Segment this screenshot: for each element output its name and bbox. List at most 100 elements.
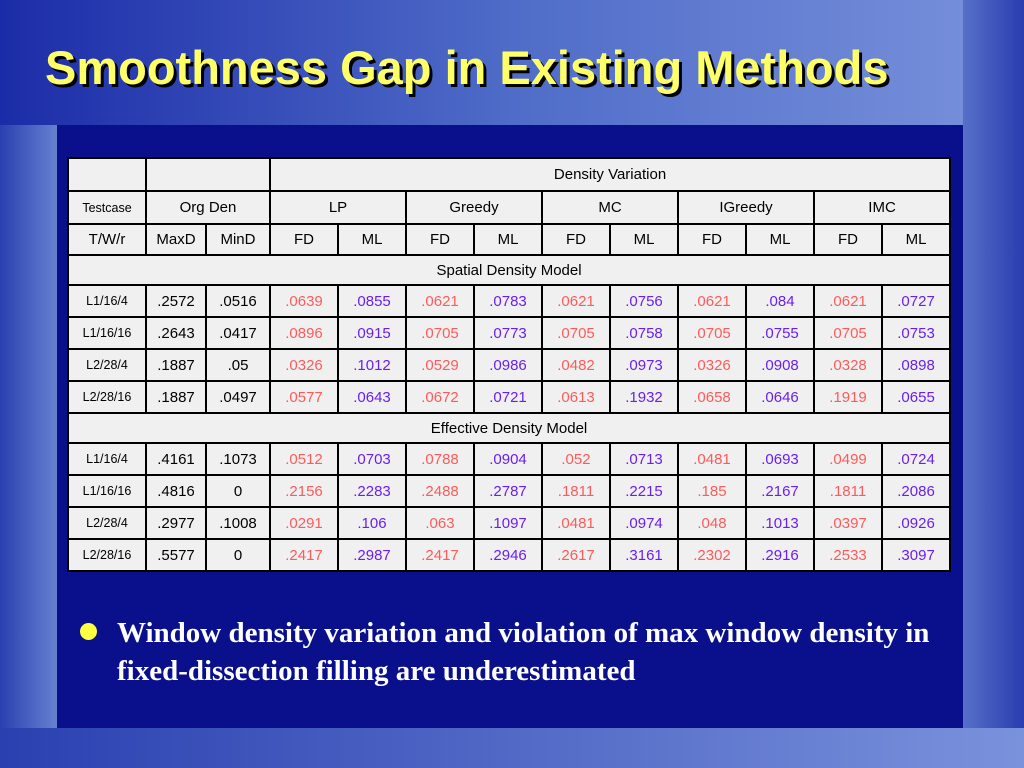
- table-cell: .5577: [145, 538, 207, 572]
- ml-cell: .1013: [745, 506, 815, 540]
- testcase-cell: L1/16/4: [67, 284, 147, 318]
- right-band: [963, 0, 1024, 768]
- fd-cell: .052: [541, 442, 611, 476]
- table-row: L2/28/16.5577 0.2417.2987.2417.2946.2617.…: [67, 538, 952, 572]
- ml-cell: .2787: [473, 474, 543, 508]
- ml-cell: .0773: [473, 316, 543, 350]
- sub-header: FD: [541, 223, 611, 256]
- ml-cell: .1012: [337, 348, 407, 382]
- fd-cell: .0705: [405, 316, 475, 350]
- method-header: IMC: [812, 190, 952, 225]
- testcase-cell: L2/28/16: [67, 538, 147, 572]
- left-band: [0, 125, 57, 768]
- column-header: Org Den: [145, 190, 271, 225]
- column-header: MaxD: [145, 223, 207, 256]
- table-cell: .1887: [145, 348, 207, 382]
- ml-cell: .0973: [609, 348, 679, 382]
- table-row: Testcase Org Den LP Greedy MC IGreedy IMC: [67, 190, 952, 225]
- ml-cell: .0755: [745, 316, 815, 350]
- table-cell: .4161: [145, 442, 207, 476]
- ml-cell: .2283: [337, 474, 407, 508]
- empty-cell: [67, 157, 147, 192]
- fd-cell: .0788: [405, 442, 475, 476]
- ml-cell: .0753: [880, 316, 952, 350]
- table-cell: .4816: [145, 474, 207, 508]
- fd-cell: .2156: [269, 474, 339, 508]
- ml-cell: .0855: [337, 284, 407, 318]
- table-cell: .0516: [205, 284, 271, 318]
- ml-cell: .1097: [473, 506, 543, 540]
- fd-cell: .2533: [813, 538, 883, 572]
- sub-header: FD: [269, 223, 339, 256]
- ml-cell: .0908: [745, 348, 815, 382]
- ml-cell: .0898: [880, 348, 952, 382]
- fd-cell: .0896: [269, 316, 339, 350]
- fd-cell: .0621: [541, 284, 611, 318]
- table-cell: .1008: [205, 506, 271, 540]
- ml-cell: .0724: [880, 442, 952, 476]
- testcase-cell: L1/16/16: [67, 474, 147, 508]
- table-cell: .2572: [145, 284, 207, 318]
- section-header: Effective Density Model: [66, 412, 952, 444]
- table-cell: 0: [205, 538, 271, 572]
- sub-header: FD: [813, 223, 883, 256]
- ml-cell: .106: [337, 506, 407, 540]
- method-header: Greedy: [405, 190, 543, 225]
- fd-cell: .0397: [813, 506, 883, 540]
- table-row: Density Variation: [67, 157, 952, 192]
- table-row: L2/28/4.1887.05.0326.1012.0529.0986.0482…: [67, 348, 952, 382]
- ml-cell: .0643: [337, 380, 407, 414]
- ml-cell: .0703: [337, 442, 407, 476]
- bullet-dot: [80, 623, 97, 640]
- empty-cell: [145, 157, 271, 192]
- fd-cell: .1811: [813, 474, 883, 508]
- ml-cell: .0986: [473, 348, 543, 382]
- ml-cell: .0904: [473, 442, 543, 476]
- fd-cell: .0326: [269, 348, 339, 382]
- column-header: Testcase: [67, 190, 147, 225]
- method-header: LP: [269, 190, 407, 225]
- ml-cell: .2916: [745, 538, 815, 572]
- fd-cell: .0639: [269, 284, 339, 318]
- table-cell: .2977: [145, 506, 207, 540]
- fd-cell: .0481: [541, 506, 611, 540]
- section-header: Spatial Density Model: [66, 254, 952, 286]
- ml-cell: .2215: [609, 474, 679, 508]
- header-band: [0, 0, 1024, 125]
- column-header: MinD: [205, 223, 271, 256]
- group-header: Density Variation: [268, 157, 952, 192]
- table-row: L1/16/4.4161.1073.0512.0703.0788.0904.05…: [67, 442, 952, 476]
- ml-cell: .3161: [609, 538, 679, 572]
- ml-cell: .0727: [880, 284, 952, 318]
- sub-header: ML: [880, 223, 952, 256]
- column-header: T/W/r: [67, 223, 147, 256]
- table-cell: .0497: [205, 380, 271, 414]
- table-cell: .05: [205, 348, 271, 382]
- sub-header: ML: [745, 223, 815, 256]
- ml-cell: .2946: [473, 538, 543, 572]
- ml-cell: .2086: [880, 474, 952, 508]
- fd-cell: .2417: [405, 538, 475, 572]
- fd-cell: .0291: [269, 506, 339, 540]
- fd-cell: .1919: [813, 380, 883, 414]
- ml-cell: .084: [745, 284, 815, 318]
- fd-cell: .2617: [541, 538, 611, 572]
- fd-cell: .0658: [677, 380, 747, 414]
- bottom-band: [0, 728, 1024, 768]
- sub-header: FD: [677, 223, 747, 256]
- ml-cell: .2987: [337, 538, 407, 572]
- fd-cell: .2488: [405, 474, 475, 508]
- fd-cell: .0705: [813, 316, 883, 350]
- fd-cell: .0499: [813, 442, 883, 476]
- testcase-cell: L2/28/4: [67, 348, 147, 382]
- fd-cell: .2417: [269, 538, 339, 572]
- fd-cell: .0705: [541, 316, 611, 350]
- fd-cell: .0621: [677, 284, 747, 318]
- testcase-cell: L1/16/16: [67, 316, 147, 350]
- ml-cell: .0655: [880, 380, 952, 414]
- fd-cell: .048: [677, 506, 747, 540]
- fd-cell: .0613: [541, 380, 611, 414]
- fd-cell: .0672: [405, 380, 475, 414]
- slide-title: Smoothness Gap in Existing Methods: [45, 41, 889, 94]
